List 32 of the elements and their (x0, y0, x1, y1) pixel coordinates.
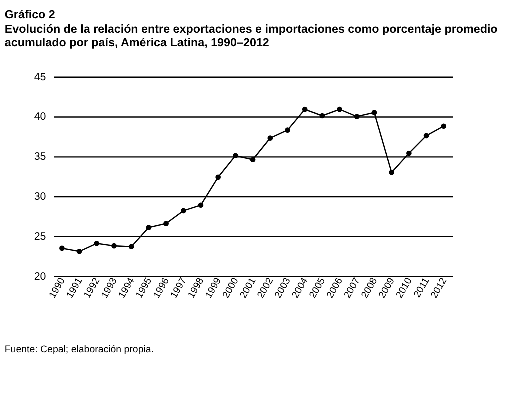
point (285, 128, 290, 134)
point (250, 157, 256, 163)
point (441, 124, 447, 130)
point (198, 202, 204, 208)
point (94, 241, 100, 246)
point (354, 114, 360, 120)
point (372, 110, 378, 116)
y-tick-label: 20 (34, 270, 46, 283)
y-tick-label: 25 (34, 230, 46, 243)
y-tick-label: 30 (34, 190, 46, 203)
point (406, 150, 412, 156)
point (216, 174, 222, 180)
y-tick-label: 40 (34, 111, 46, 124)
y-tick-label: 35 (34, 151, 46, 164)
point (337, 106, 342, 112)
point (76, 248, 82, 254)
point (320, 113, 326, 119)
y-tick-label: 45 (34, 71, 46, 84)
point (112, 243, 117, 249)
source-note: Fuente: Cepal; elaboración propia. (4, 344, 154, 356)
chart-subtitle: Evolución de la relación entre exportaciones e importaciones como porcentaje promedio acumulado por país, América Latina, 1990–2012 (4, 23, 498, 50)
point (164, 221, 169, 226)
point (302, 106, 308, 112)
point (146, 225, 152, 230)
chart-title: Gráfico 2 (4, 8, 56, 22)
point (424, 133, 430, 139)
point (268, 136, 274, 141)
point (60, 246, 65, 252)
point (180, 208, 186, 214)
point (128, 244, 134, 250)
point (233, 153, 238, 159)
point (389, 170, 394, 176)
